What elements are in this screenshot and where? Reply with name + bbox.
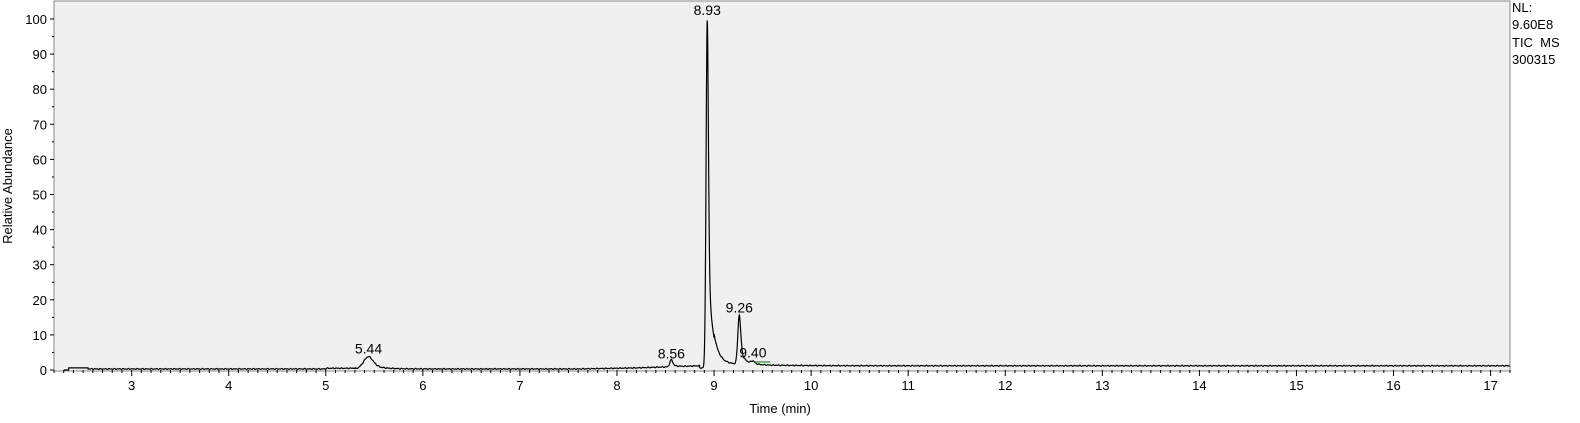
x-tick-label: 13: [1095, 378, 1109, 393]
x-tick-label: 6: [419, 378, 426, 393]
x-tick-label: 12: [998, 378, 1012, 393]
x-tick-label: 14: [1192, 378, 1206, 393]
x-tick-label: 10: [804, 378, 818, 393]
y-tick-label: 60: [33, 152, 47, 167]
info-line-1: NL:: [1512, 0, 1532, 15]
x-tick-label: 3: [128, 378, 135, 393]
x-tick-label: 17: [1483, 378, 1497, 393]
info-line-4: 300315: [1512, 52, 1555, 67]
peak-labels: 5.44 8.56 8.93 9.26 9.40: [355, 2, 767, 361]
x-tick-label: 9: [710, 378, 717, 393]
y-axis: 0 10 20 30 40 50 60 70 80 90 100: [25, 12, 54, 378]
x-tick-label: 4: [225, 378, 232, 393]
y-tick-label: 30: [33, 258, 47, 273]
info-line-3: TIC MS: [1512, 35, 1560, 50]
x-axis: 3 4 5 6 7 8 9 10 11 12 13 14 15 16 17: [53, 370, 1511, 393]
y-tick-label: 90: [33, 47, 47, 62]
y-tick-label: 80: [33, 82, 47, 97]
y-tick-label: 10: [33, 328, 47, 343]
y-tick-label: 40: [33, 223, 47, 238]
peak-label: 9.26: [726, 300, 753, 316]
peak-label: 8.56: [658, 345, 685, 361]
x-tick-label: 8: [613, 378, 620, 393]
x-tick-label: 16: [1386, 378, 1400, 393]
x-tick-label: 15: [1289, 378, 1303, 393]
y-tick-label: 50: [33, 188, 47, 203]
x-tick-label: 11: [901, 378, 915, 393]
tic-trace-line: [63, 20, 1510, 371]
y-tick-label: 100: [25, 12, 47, 27]
y-axis-title: Relative Abundance: [0, 128, 15, 244]
peak-label: 5.44: [355, 341, 382, 357]
info-line-2: 9.60E8: [1512, 17, 1553, 32]
y-tick-label: 20: [33, 293, 47, 308]
peak-label: 9.40: [739, 345, 766, 361]
peak-label: 8.93: [694, 2, 721, 18]
x-axis-title: Time (min): [749, 401, 811, 416]
x-tick-label: 7: [516, 378, 523, 393]
plot-area: [53, 0, 1511, 372]
y-tick-label: 0: [40, 363, 47, 378]
x-tick-label: 5: [322, 378, 329, 393]
y-tick-label: 70: [33, 117, 47, 132]
